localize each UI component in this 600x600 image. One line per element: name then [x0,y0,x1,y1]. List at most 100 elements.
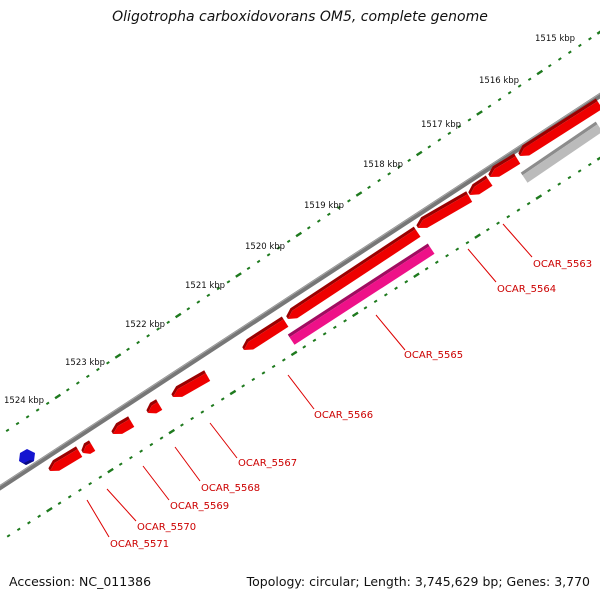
inner-ring-tick-20 [394,286,398,290]
inner-ring-tick-15 [445,253,449,258]
gene-ocar-5564-arrow-body [490,156,521,177]
gene-ocar-5568-arrow [171,370,211,397]
inner-ring-tick-58 [6,534,11,538]
leader-ocar-5570 [106,488,137,522]
inner-ring-tick-29 [302,345,307,349]
gene-ocar-5564b-arrow-top [468,175,488,195]
accession-text: Accession: NC_011386 [9,574,152,589]
gene-ocar-5563-arrow [518,98,600,156]
leader-ocar-5565 [375,314,406,351]
gene-rna-feature-top [287,243,430,338]
outer-ring-tick-14 [457,124,462,129]
gene-ocar-5571-arrow [48,446,83,471]
outer-ring-tick-21 [387,172,392,176]
leader-ocar-5566 [287,374,315,410]
gene-ocar-5567-arrow-body [244,319,289,350]
outer-ring-tick-13 [467,118,472,122]
outer-ring-tick-45 [146,334,150,338]
gene-ocar-5564-arrow-top [488,153,516,177]
gene-label-ocar-5563: OCAR_5563 [533,259,592,270]
outer-ring-tick-39 [206,293,211,298]
gene-labels: OCAR_5563 OCAR_5564 OCAR_5565 OCAR_5566 … [110,259,592,550]
tick-label-1523-kbp: 1523 kbp [65,358,105,368]
inner-ring-tick-11 [485,227,490,232]
inner-ring-tick-47 [118,462,123,466]
inner-ring-tick-46 [129,455,133,460]
outer-ring-tick-22 [377,178,381,183]
inner-ring-tick-0 [596,156,600,161]
inner-ring-tick-42 [168,428,176,435]
tick-label-1520-kbp: 1520 kbp [245,242,285,252]
leader-ocar-5568 [174,446,201,482]
inner-ring-tick-21 [383,293,388,297]
outer-ring-tick-33 [266,253,271,257]
gene-label-ocar-5567: OCAR_5567 [238,458,297,469]
leader-ocar-5571 [86,499,110,538]
outer-ring-tick-23 [367,185,371,190]
inner-ring-tick-1 [587,162,592,167]
gene-ocar-5567-arrow [242,316,289,350]
inner-ring-tick-7 [526,201,531,206]
outer-tick-ring [5,30,600,433]
outer-ring-tick-35 [246,266,251,271]
outer-ring-tick-32 [276,246,281,250]
tick-label-1516-kbp: 1516 kbp [479,76,519,86]
outer-ring-tick-7 [527,77,532,81]
backbone-line [0,92,600,491]
outer-ring-tick-24 [355,191,363,197]
inner-ring-tick-38 [210,403,215,408]
gene-ocar-5566-arrow-top [286,226,416,319]
inner-ring-tick-10 [496,221,500,225]
outer-ring-tick-25 [347,199,351,203]
label-leaders [86,223,533,538]
gene-rna-feature-body [289,246,435,345]
inner-ring-tick-57 [16,527,21,532]
gene-ocar-5569-arrow-body [148,402,163,414]
outer-ring-tick-2 [578,43,582,48]
gene-ocar-5565-arrow [416,191,473,228]
tick-label-1517-kbp: 1517 kbp [421,120,461,130]
gene-ocar-5568-arrow-top [171,370,206,397]
gene-ocar-5569-arrow-top [146,399,158,413]
gene-ocar-5571-arrow-body [50,449,83,471]
outer-ring-tick-36 [235,272,242,278]
inner-ring-tick-49 [98,475,103,479]
gene-other-feature [19,449,35,465]
inner-tick-ring [6,156,600,538]
gene-ocar-5564b-arrow-body [470,178,493,195]
gene-label-ocar-5570: OCAR_5570 [137,522,196,533]
gene-ocar-5570-arrow [111,416,135,434]
gene-ocar-5570-arrow-body [113,419,135,434]
tick-labels: 1515 kbp 1516 kbp 1517 kbp 1518 kbp 1519… [4,34,575,406]
inner-ring-tick-43 [159,436,164,440]
gene-ocar-5571a-arrow-top [81,440,91,453]
inner-ring-tick-53 [57,501,62,505]
outer-ring-tick-34 [256,259,261,264]
outer-ring-tick-41 [186,307,191,311]
tick-label-1522-kbp: 1522 kbp [125,320,165,330]
leader-ocar-5564 [467,248,497,283]
outer-ring-tick-30 [295,231,303,238]
outer-ring-tick-3 [567,50,572,54]
outer-ring-tick-54 [54,393,62,400]
gene-rna-feature [287,243,435,345]
inner-ring-tick-19 [404,280,409,284]
leader-ocar-5567 [209,422,238,459]
inner-ring-tick-33 [261,371,266,375]
inner-ring-tick-9 [506,214,511,219]
tick-label-1519-kbp: 1519 kbp [304,201,344,211]
outer-ring-tick-59 [5,428,10,433]
tick-label-1515-kbp: 1515 kbp [535,34,575,44]
outer-ring-tick-1 [588,37,592,41]
inner-ring-tick-13 [465,240,470,245]
outer-ring-tick-58 [15,421,20,426]
outer-ring-tick-55 [45,401,50,406]
gene-ocar-5565-arrow-top [416,191,468,228]
outer-ring-tick-10 [497,97,502,102]
inner-ring-tick-2 [577,169,582,173]
gene-features [19,98,600,471]
outer-ring-tick-6 [536,69,544,76]
outer-ring-tick-51 [85,374,90,379]
outer-ring-tick-47 [126,347,130,352]
